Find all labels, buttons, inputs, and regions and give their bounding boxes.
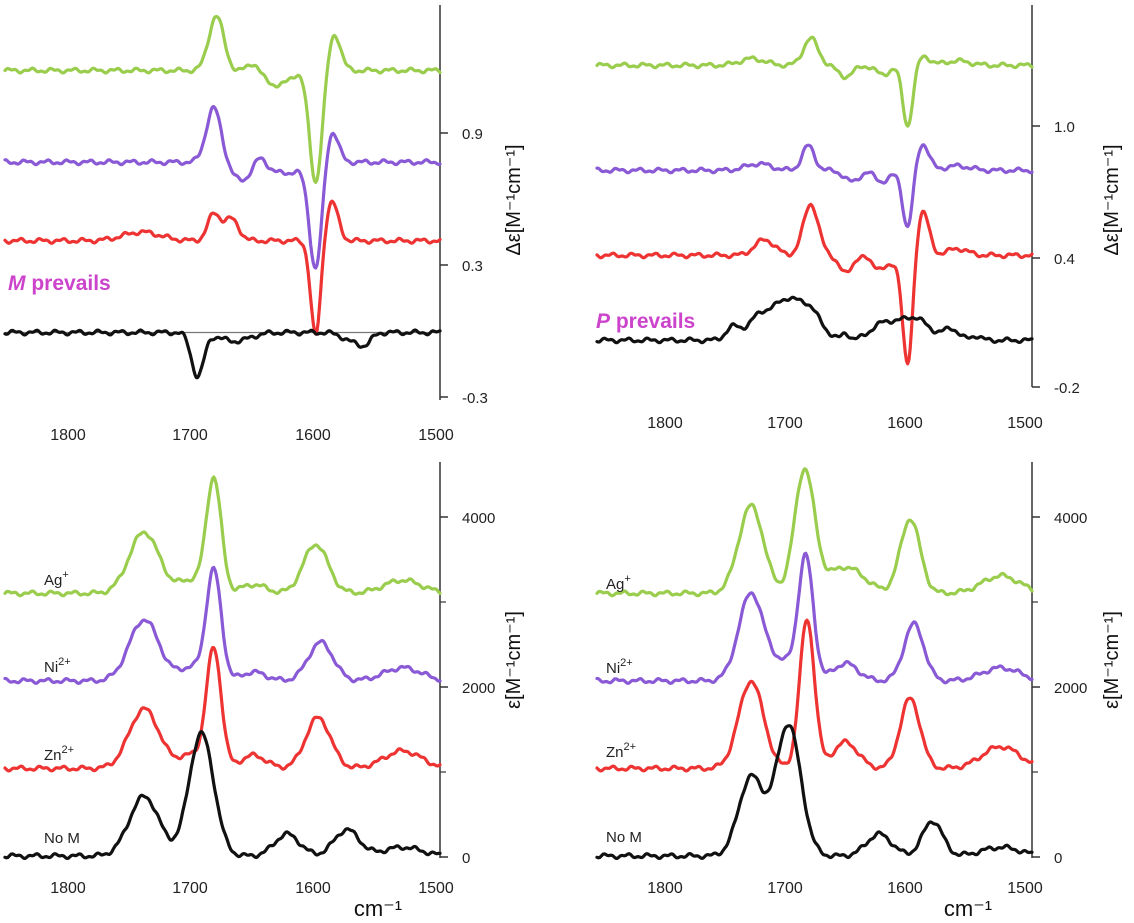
series-line-ag- xyxy=(3,14,442,184)
y-tick-label: 4000 xyxy=(462,510,495,527)
y-tick-label: 0.9 xyxy=(462,126,483,143)
p-prevails-annotation: P prevails xyxy=(596,310,695,333)
x-tick-label: 1600 xyxy=(295,427,331,444)
series-label: Ag+ xyxy=(606,573,631,593)
y-axis-title: Δε[M⁻¹cm⁻¹] xyxy=(1101,144,1123,255)
x-tick-label: 1500 xyxy=(1007,415,1043,432)
m-prevails-annotation: M prevails xyxy=(8,272,111,295)
series-line-ni2- xyxy=(3,565,442,685)
x-tick-label: 1700 xyxy=(172,880,208,897)
series-line-ag- xyxy=(595,467,1034,598)
series-line-zn2- xyxy=(3,646,442,773)
series-label: No M xyxy=(606,829,642,846)
y-tick-label: 2000 xyxy=(462,680,495,697)
series-line-no-m xyxy=(595,295,1034,345)
y-axis-title: Δε[M⁻¹cm⁻¹] xyxy=(503,144,525,255)
y-axis-title: ε[M⁻¹cm⁻¹] xyxy=(1101,611,1123,709)
y-tick-label: 0.3 xyxy=(462,258,483,275)
x-tick-label: 1800 xyxy=(647,880,683,897)
y-tick-label: 0 xyxy=(462,850,470,867)
y-tick-label: 2000 xyxy=(1054,680,1087,697)
axes-bottom-left: 4000 2000 0 1800 1700 1600 1500 ε[M⁻¹cm⁻¹] cm⁻¹ xyxy=(50,462,525,921)
series-line-ag- xyxy=(3,475,442,598)
x-tick-label: 1500 xyxy=(1007,880,1043,897)
series-line-ni2- xyxy=(3,105,442,270)
x-tick-label: 1700 xyxy=(767,880,803,897)
x-tick-label: 1700 xyxy=(172,427,208,444)
x-axis-title: cm⁻¹ xyxy=(944,896,992,921)
series-line-no-m xyxy=(3,730,442,861)
series-line-zn2- xyxy=(3,199,442,336)
y-tick-label: 4000 xyxy=(1054,510,1087,527)
y-tick-label: -0.3 xyxy=(462,390,488,407)
axes-bottom-right: 4000 2000 0 1800 1700 1600 1500 ε[M⁻¹cm⁻¹] cm⁻¹ xyxy=(647,462,1123,921)
y-tick-label: 1.0 xyxy=(1054,119,1075,136)
series-label: Ni2+ xyxy=(606,657,633,677)
series-line-no-m xyxy=(595,724,1034,861)
x-tick-label: 1500 xyxy=(418,427,454,444)
x-axis-title: cm⁻¹ xyxy=(354,896,402,921)
series-line-ni2- xyxy=(595,143,1034,229)
series-label: Ag+ xyxy=(44,569,69,589)
y-tick-label: 0 xyxy=(1054,850,1062,867)
x-tick-label: 1700 xyxy=(767,415,803,432)
panel-top-right: 1.0 0.4 -0.2 1800 1700 1600 1500 Δε[M⁻¹cm⁻¹] P … xyxy=(595,5,1123,432)
y-tick-label: 0.4 xyxy=(1054,251,1075,268)
series-line-ag- xyxy=(595,35,1034,128)
axes-top-right: 1.0 0.4 -0.2 1800 1700 1600 1500 Δε[M⁻¹cm⁻¹] xyxy=(647,5,1123,432)
x-tick-label: 1800 xyxy=(647,415,683,432)
series-label: Zn2+ xyxy=(606,741,636,761)
y-axis-title: ε[M⁻¹cm⁻¹] xyxy=(503,611,525,709)
panel-top-left: 0.9 0.3 -0.3 1800 1700 1600 1500 Δε[M⁻¹cm⁻¹] M … xyxy=(3,5,525,444)
series-line-no-m xyxy=(3,328,442,380)
y-tick-label: -0.2 xyxy=(1054,380,1080,397)
x-tick-label: 1800 xyxy=(50,880,86,897)
x-tick-label: 1800 xyxy=(50,427,86,444)
x-tick-label: 1600 xyxy=(887,880,923,897)
x-tick-label: 1600 xyxy=(295,880,331,897)
series-line-ni2- xyxy=(595,551,1034,685)
series-label: No M xyxy=(44,830,80,847)
series-label: Ni2+ xyxy=(44,656,71,676)
series-label: Zn2+ xyxy=(44,744,74,764)
x-tick-label: 1600 xyxy=(887,415,923,432)
series-line-zn2- xyxy=(595,202,1034,366)
x-tick-label: 1500 xyxy=(418,880,454,897)
series-line-zn2- xyxy=(595,618,1034,773)
